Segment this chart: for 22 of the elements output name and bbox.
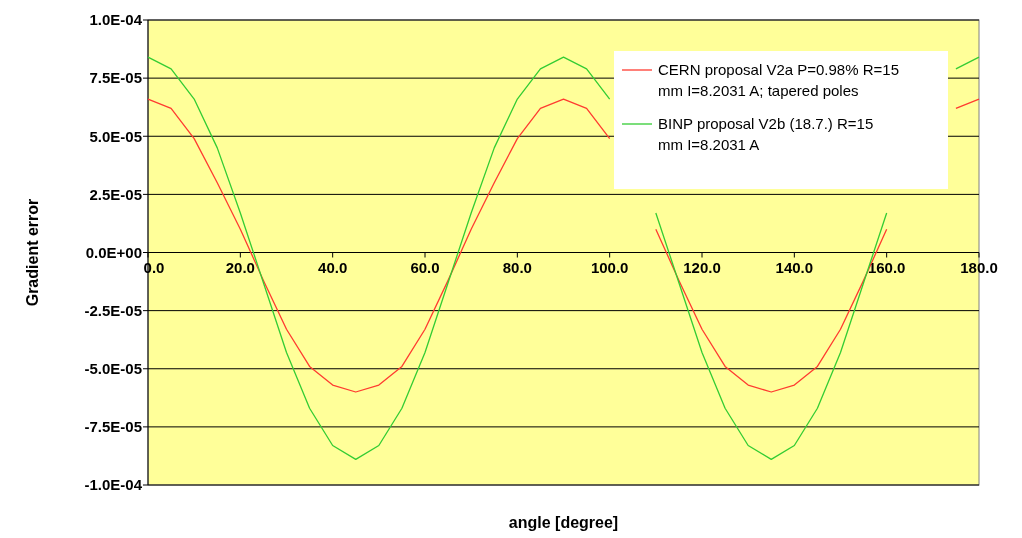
x-tick-label: 140.0: [775, 258, 814, 276]
x-tick-label: 60.0: [410, 258, 440, 276]
x-tick-label: 180.0: [960, 258, 998, 276]
y-tick-label: -5.0E-05: [84, 360, 142, 377]
x-axis-title: angle [degree]: [508, 514, 619, 531]
x-tick-label: 120.0: [683, 258, 721, 276]
x-tick-label: 20.0: [225, 258, 255, 276]
y-axis-title: Gradient error: [24, 198, 41, 307]
y-tick-label: 2.5E-05: [89, 185, 142, 203]
legend-label: CERN proposal V2a P=0.98% R=15 mm I=8.2031 A; tapered poles: [658, 61, 899, 99]
x-tick-label: 80.0: [502, 258, 532, 276]
y-tick-label: 0.0E+00: [85, 243, 142, 261]
y-tick-label: 1.0E-04: [89, 11, 143, 29]
y-tick-label: -2.5E-05: [84, 301, 142, 319]
y-tick-label: -7.5E-05: [84, 418, 142, 436]
y-tick-label: -1.0E-04: [84, 476, 143, 494]
legend-label: BINP proposal V2b (18.7.) R=15 mm I=8.2031 A: [658, 115, 874, 153]
x-tick-label: 160.0: [867, 258, 906, 276]
x-tick-label: 100.0: [590, 258, 629, 276]
y-tick-label: 7.5E-05: [89, 69, 142, 87]
y-tick-label: 5.0E-05: [89, 127, 142, 145]
x-tick-label: 40.0: [318, 258, 348, 276]
